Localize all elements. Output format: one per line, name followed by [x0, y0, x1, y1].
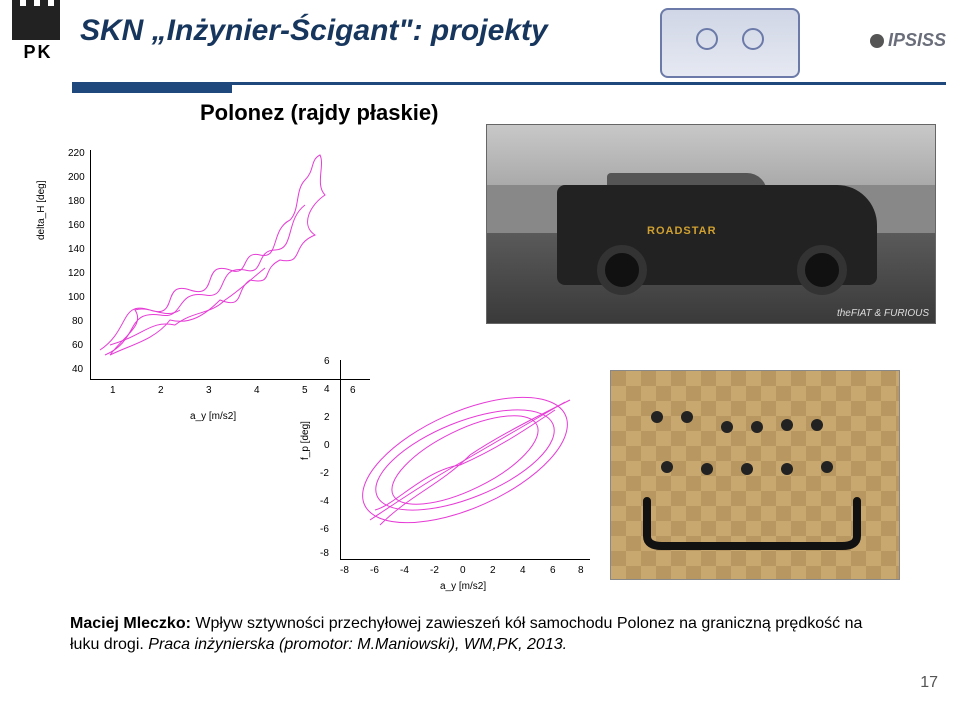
chart2-ytick: -4 [320, 496, 329, 507]
chart2-xtick: 8 [578, 565, 584, 576]
header-rule [72, 82, 946, 85]
pk-logo-text: PK [12, 42, 64, 63]
car-sponsor-text: ROADSTAR [647, 225, 717, 237]
anti-roll-bar [637, 491, 867, 551]
chart1-xtick: 1 [110, 385, 116, 396]
chart2-ytick: 4 [324, 384, 330, 395]
chart1-ytick: 200 [68, 172, 85, 183]
page-title: SKN „Inżynier-Ścigant": projekty [80, 14, 548, 48]
chart2-xtick: 6 [550, 565, 556, 576]
robot-graphic [660, 8, 800, 78]
chart2-ytick: -8 [320, 548, 329, 559]
chart1-ytick: 40 [72, 364, 83, 375]
chart2-xtick: -2 [430, 565, 439, 576]
chart1-xtick: 3 [206, 385, 212, 396]
ipsiss-dot-icon [870, 34, 884, 48]
chart2-xlabel: a_y [m/s2] [440, 581, 486, 592]
chart1-ytick: 220 [68, 148, 85, 159]
chart1-ytick: 160 [68, 220, 85, 231]
chart1-xlabel: a_y [m/s2] [190, 411, 236, 422]
chart2-ylabel: f_p [deg] [300, 421, 311, 460]
parts-photo [610, 370, 900, 580]
caption: Maciej Mleczko: Wpływ sztywności przechy… [70, 613, 890, 656]
chart1-ytick: 180 [68, 196, 85, 207]
chart2-trace [340, 360, 590, 560]
chart2-ytick: -6 [320, 524, 329, 535]
car-watermark: theFIAT & FURIOUS [837, 308, 929, 319]
chart1-ylabel: delta_H [deg] [36, 181, 47, 241]
chart2-ytick: 2 [324, 412, 330, 423]
chart1-xtick: 4 [254, 385, 260, 396]
chart2-xtick: -6 [370, 565, 379, 576]
chart2-xtick: -8 [340, 565, 349, 576]
chart2-xtick: 2 [490, 565, 496, 576]
chart1-trace [90, 150, 370, 380]
caption-author: Maciej Mleczko: [70, 615, 191, 632]
chart1-ytick: 120 [68, 268, 85, 279]
chart1-ytick: 80 [72, 316, 83, 327]
chart2-ytick: 6 [324, 356, 330, 367]
chart2-ytick: -2 [320, 468, 329, 479]
car-photo: ROADSTAR theFIAT & FURIOUS [486, 124, 936, 324]
chart1-ytick: 60 [72, 340, 83, 351]
page-number: 17 [920, 674, 938, 692]
chart2-xtick: -4 [400, 565, 409, 576]
ipsiss-logo: IPSISS [870, 30, 946, 51]
chart2-xtick: 4 [520, 565, 526, 576]
chart2-xtick: 0 [460, 565, 466, 576]
pk-logo: PK [12, 6, 64, 72]
header: PK SKN „Inżynier-Ścigant": projekty IPSI… [0, 0, 960, 90]
chart1-ytick: 100 [68, 292, 85, 303]
caption-tail: Praca inżynierska (promotor: M.Maniowski… [144, 636, 567, 653]
chart-fp-vs-ay: f_p [deg] a_y [m/s2] 6 4 2 0 -2 -4 -6 -8… [300, 350, 600, 590]
chart1-ytick: 140 [68, 244, 85, 255]
chart2-ytick: 0 [324, 440, 330, 451]
subtitle: Polonez (rajdy płaskie) [200, 100, 438, 126]
chart1-xtick: 2 [158, 385, 164, 396]
ipsiss-logo-text: IPSISS [888, 30, 946, 51]
